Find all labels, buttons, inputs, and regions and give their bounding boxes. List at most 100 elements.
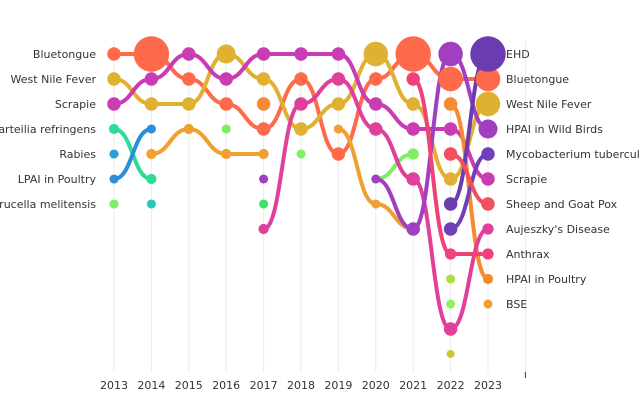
data-point bbox=[256, 47, 271, 61]
data-point bbox=[331, 72, 346, 86]
x-tick-label: 2015 bbox=[175, 379, 203, 392]
data-point bbox=[183, 123, 194, 135]
data-point bbox=[296, 149, 306, 159]
data-point bbox=[443, 172, 458, 186]
right-label: Mycobacterium tuberculosis bbox=[506, 148, 640, 161]
data-point bbox=[109, 174, 119, 184]
data-point bbox=[369, 72, 383, 86]
data-point bbox=[182, 97, 196, 111]
x-tick-label: 2013 bbox=[100, 379, 128, 392]
data-point bbox=[369, 122, 383, 136]
data-point bbox=[107, 72, 121, 86]
data-point bbox=[108, 123, 120, 135]
data-point bbox=[221, 148, 232, 160]
data-point bbox=[444, 248, 457, 260]
data-point bbox=[216, 44, 236, 64]
right-label: Aujeszky's Disease bbox=[506, 223, 610, 236]
data-point bbox=[256, 72, 271, 86]
data-point bbox=[221, 124, 231, 134]
data-point bbox=[406, 222, 420, 236]
right-label: Scrapie bbox=[506, 173, 547, 186]
data-point bbox=[446, 350, 455, 358]
data-point bbox=[482, 248, 494, 260]
data-point bbox=[219, 72, 233, 86]
series-line-13 bbox=[448, 152, 490, 231]
left-label: Bluetongue bbox=[33, 48, 96, 61]
data-point bbox=[182, 47, 196, 61]
data-point bbox=[407, 148, 419, 160]
data-point bbox=[331, 147, 346, 161]
data-point bbox=[443, 147, 458, 161]
data-point bbox=[146, 124, 156, 134]
x-tick-label: 2023 bbox=[474, 379, 502, 392]
data-point bbox=[475, 66, 501, 92]
data-point bbox=[144, 72, 159, 86]
data-point bbox=[395, 36, 431, 72]
left-label: West Nile Fever bbox=[11, 73, 97, 86]
right-label: HPAI in Wild Birds bbox=[506, 123, 603, 136]
left-label: Marteilia refringens bbox=[0, 123, 96, 136]
data-point bbox=[406, 172, 420, 186]
x-tick-label: 2020 bbox=[362, 379, 390, 392]
data-point bbox=[482, 273, 494, 285]
data-point bbox=[331, 97, 346, 111]
data-point bbox=[109, 199, 119, 209]
data-point bbox=[443, 322, 458, 336]
data-point bbox=[259, 199, 269, 209]
right-label: Sheep and Goat Pox bbox=[506, 198, 618, 211]
data-point bbox=[371, 174, 381, 184]
series-line-15 bbox=[411, 77, 490, 256]
series-line-11 bbox=[373, 51, 490, 232]
data-point bbox=[144, 97, 159, 111]
data-point bbox=[478, 119, 498, 139]
data-point bbox=[475, 91, 501, 117]
left-label: Rabies bbox=[59, 148, 96, 161]
series-line-5 bbox=[112, 127, 154, 181]
data-point bbox=[219, 97, 233, 111]
data-point bbox=[256, 122, 271, 136]
right-label: HPAI in Poultry bbox=[506, 273, 587, 286]
data-point bbox=[258, 148, 269, 160]
data-point bbox=[446, 299, 456, 309]
data-point bbox=[406, 122, 420, 136]
x-tick-label: 2019 bbox=[324, 379, 352, 392]
data-point bbox=[406, 72, 420, 86]
data-point bbox=[363, 41, 389, 67]
data-point bbox=[331, 47, 346, 61]
x-tick-label: 2018 bbox=[287, 379, 315, 392]
data-point bbox=[438, 66, 463, 92]
right-label: Anthrax bbox=[506, 248, 550, 261]
right-label: EHD bbox=[506, 48, 530, 61]
data-point bbox=[482, 223, 494, 235]
x-tick-label: 2016 bbox=[212, 379, 240, 392]
data-point bbox=[443, 197, 458, 211]
data-point bbox=[294, 122, 308, 136]
data-point bbox=[133, 36, 170, 72]
x-tick-label: 2017 bbox=[250, 379, 278, 392]
data-point bbox=[438, 41, 463, 67]
data-point bbox=[294, 97, 308, 111]
data-point bbox=[406, 97, 420, 111]
data-point bbox=[443, 122, 458, 136]
data-point bbox=[107, 47, 121, 61]
right-label: Bluetongue bbox=[506, 73, 569, 86]
data-point bbox=[258, 223, 269, 235]
data-point bbox=[294, 72, 308, 86]
data-point bbox=[483, 299, 493, 309]
left-label: Brucella melitensis bbox=[0, 198, 96, 211]
data-point bbox=[146, 173, 157, 185]
data-point bbox=[146, 199, 156, 209]
data-point bbox=[146, 148, 157, 160]
x-tick-label: 2022 bbox=[437, 379, 465, 392]
data-point bbox=[481, 197, 495, 211]
data-point bbox=[259, 174, 269, 184]
right-label: West Nile Fever bbox=[506, 98, 592, 111]
x-tick-label: 2014 bbox=[137, 379, 165, 392]
data-point bbox=[446, 274, 456, 284]
right-label: BSE bbox=[506, 298, 527, 311]
data-point bbox=[481, 147, 495, 161]
data-point bbox=[256, 97, 271, 111]
data-point bbox=[470, 36, 506, 72]
data-point bbox=[294, 47, 308, 61]
